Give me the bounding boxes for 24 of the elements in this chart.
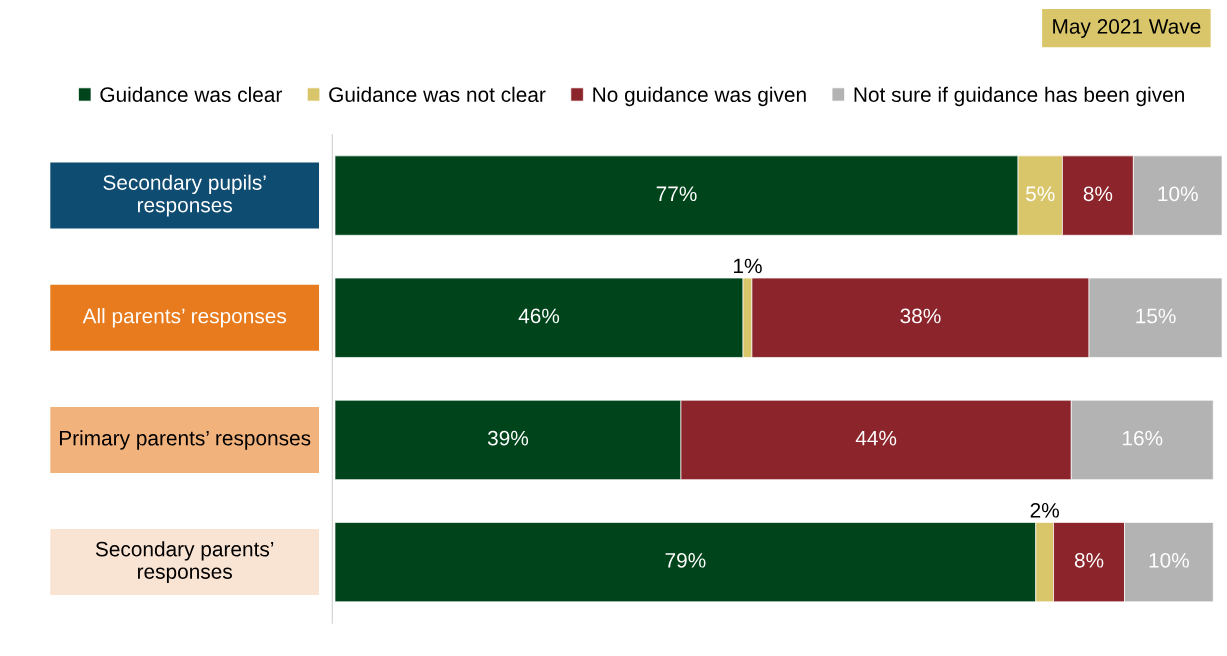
legend-label: No guidance was given <box>593 86 806 107</box>
legend-label: Guidance was clear <box>100 86 282 103</box>
data-label: 5% <box>1026 186 1055 202</box>
data-label: 8% <box>1083 186 1113 202</box>
y-tick-label: Secondary parents’ responses <box>95 541 274 584</box>
y-tick-label: Primary parents’ responses <box>59 430 311 450</box>
data-label: 2% <box>1030 502 1059 518</box>
data-label: 15% <box>1136 308 1176 324</box>
legend-label: Not sure if guidance has been given <box>854 86 1184 107</box>
y-tick-label: Secondary pupils’ responses <box>103 174 266 217</box>
y-tick-label: All parents’ responses <box>82 308 287 328</box>
data-label: 38% <box>900 308 941 324</box>
data-label: 8% <box>1074 552 1104 568</box>
chart-subtitle: May 2021 Wave <box>1053 19 1201 38</box>
data-label: 46% <box>518 308 560 324</box>
data-label: 1% <box>734 258 762 274</box>
data-label: 44% <box>855 430 897 446</box>
data-label: 39% <box>487 430 529 446</box>
data-label: 79% <box>665 552 706 568</box>
data-label: 10% <box>1149 552 1189 568</box>
data-label: 10% <box>1158 186 1198 202</box>
legend-label: Guidance was not clear <box>329 86 546 103</box>
data-label: 16% <box>1122 430 1163 446</box>
data-label: 77% <box>656 186 697 202</box>
